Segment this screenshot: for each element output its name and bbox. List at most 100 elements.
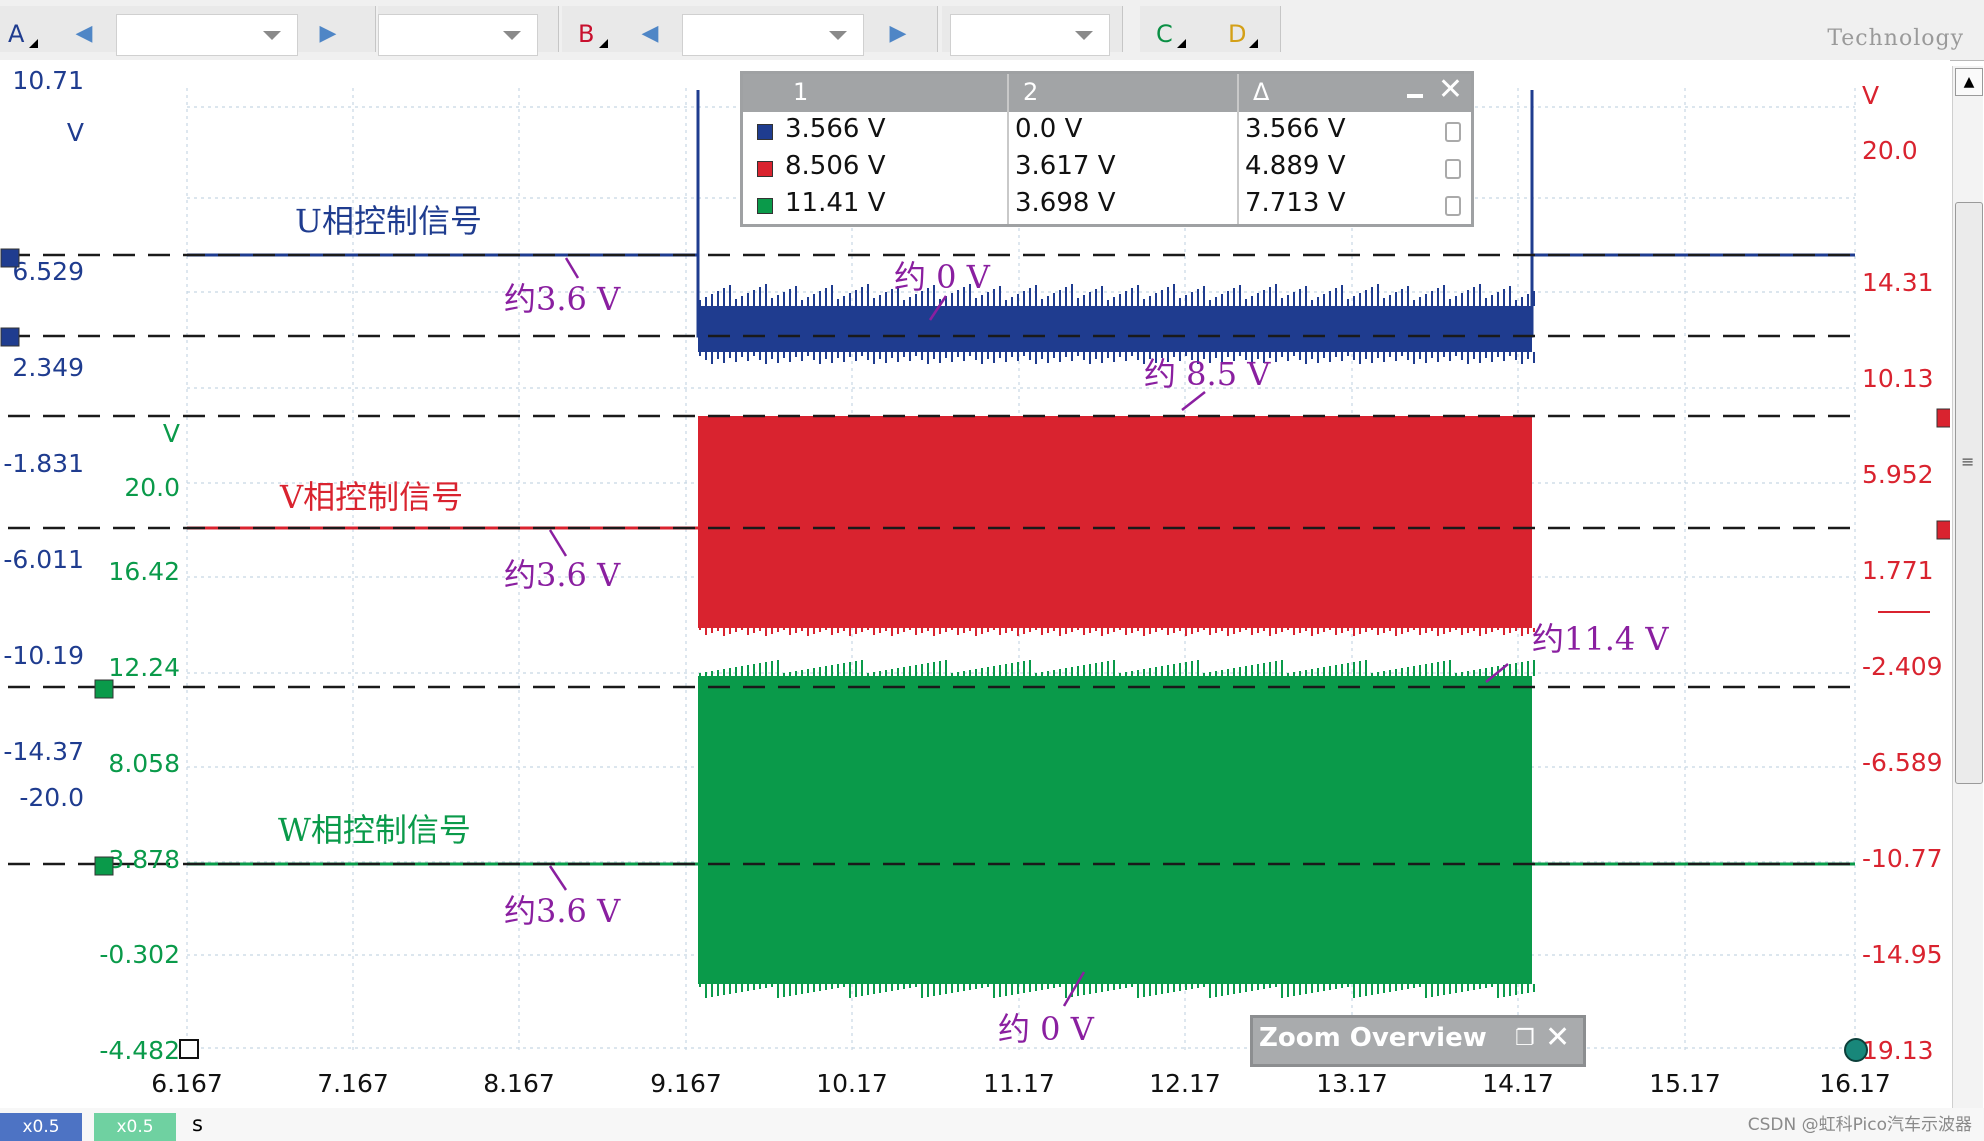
w-high-annotation: 约11.4 V: [1532, 620, 1669, 658]
channel-a-coupling-dropdown[interactable]: [378, 14, 538, 56]
meas-cell-delta: 4.889 V: [1245, 151, 1346, 181]
right-axis-tick: -10.77: [1862, 844, 1943, 873]
u-active-annotation: 约 0 V: [894, 258, 991, 296]
left-axis-tick: 10.71: [12, 66, 84, 95]
channel-b-coupling-group: [942, 6, 1123, 56]
time-axis-tick: 15.17: [1649, 1069, 1721, 1098]
lock-icon[interactable]: [1445, 196, 1461, 216]
v-idle-annotation: 约3.6 V: [504, 556, 621, 594]
left-axis-tick: -10.19: [3, 641, 84, 670]
scope-plot[interactable]: 10.71 6.529 2.349 -1.831 -6.011 -10.19 -14.37 -…: [0, 60, 1950, 1100]
channel-b-range-dropdown[interactable]: [682, 14, 864, 56]
zoom-a-tag[interactable]: x0.5: [0, 1113, 82, 1141]
meas-cell-c1: 11.41 V: [785, 188, 886, 218]
v-phase-pwm-band: [698, 416, 1532, 628]
measurements-table[interactable]: 1 2 Δ ✕ 3.566 V 0.0 V 3.566 V 8.506 V 3.617 …: [740, 71, 1474, 227]
right-axis-tick: 10.13: [1862, 364, 1934, 393]
annotation-pointer: [548, 529, 568, 557]
right-axis-tick: -6.589: [1862, 748, 1943, 777]
w-ref-marker: [94, 856, 114, 876]
scroll-thumb[interactable]: [1955, 202, 1983, 784]
u-offset-marker: [0, 248, 20, 268]
v-ref-marker: [1936, 520, 1950, 540]
measurements-header: 1 2 Δ ✕: [743, 72, 1471, 112]
meas-col-1: 1: [793, 78, 809, 106]
right-axis-tick: -2.409: [1862, 652, 1943, 681]
left-green-tick: 3.878: [108, 845, 180, 874]
annotation-pointer: [548, 865, 568, 891]
time-axis-tick: 11.17: [983, 1069, 1055, 1098]
channel-b-next-icon[interactable]: ▶: [889, 21, 907, 46]
zoom-overview-title: Zoom Overview: [1259, 1023, 1487, 1053]
right-axis-tick: 14.31: [1862, 268, 1934, 297]
annotation-pointer: [1181, 391, 1206, 411]
meas-divider: [1237, 74, 1239, 224]
vertical-scrollbar[interactable]: ▲ ≡: [1952, 66, 1983, 1122]
lock-icon[interactable]: [1445, 122, 1461, 142]
toolbar: A ◀ ▶ B ◀ ▶ C D Technology: [0, 0, 1984, 61]
left-green-tick: 8.058: [108, 749, 180, 778]
time-axis-tick: 13.17: [1316, 1069, 1388, 1098]
status-bar: [0, 1108, 1984, 1141]
left-green-tick: 20.0: [124, 473, 180, 502]
channel-b-button[interactable]: B: [570, 14, 614, 54]
channel-a-range-dropdown[interactable]: [116, 14, 298, 56]
v-phase-label: V相控制信号: [279, 478, 463, 516]
annotation-pointer: [928, 295, 948, 321]
time-axis-tick: 7.167: [317, 1069, 389, 1098]
time-unit-label: s: [192, 1112, 203, 1136]
time-axis-tick: 10.17: [816, 1069, 888, 1098]
close-icon[interactable]: ✕: [1545, 1020, 1571, 1055]
channel-b-coupling-dropdown[interactable]: [950, 14, 1110, 56]
left-green-tick: 12.24: [108, 653, 180, 682]
channel-c-button[interactable]: C: [1148, 14, 1192, 54]
w-idle-annotation: 约3.6 V: [504, 892, 621, 930]
meas-divider: [1007, 74, 1009, 224]
left-axis-unit: V: [67, 118, 84, 147]
meas-cell-c2: 3.698 V: [1015, 188, 1116, 218]
left-green-tick: -4.482: [99, 1036, 180, 1065]
annotation-pointer: [1485, 663, 1509, 683]
zoom-b-tag[interactable]: x0.5: [94, 1113, 176, 1141]
u-phase-noise-band: [698, 306, 1532, 352]
channel-b-group: B ◀ ▶: [562, 6, 938, 56]
series-color-swatch: [757, 161, 773, 177]
w-phase-pwm-band: [698, 676, 1532, 984]
channel-d-button[interactable]: D: [1220, 14, 1264, 54]
channel-a-next-icon[interactable]: ▶: [319, 21, 337, 46]
u-idle-annotation: 约3.6 V: [504, 280, 621, 318]
minimize-icon[interactable]: [1407, 94, 1423, 98]
u-ref-marker: [0, 327, 20, 347]
left-green-tick: 16.42: [108, 557, 180, 586]
left-axis-tick: -14.37: [3, 737, 84, 766]
meas-col-2: 2: [1023, 78, 1039, 106]
right-axis-tick: 20.0: [1862, 136, 1918, 165]
meas-cell-delta: 7.713 V: [1245, 188, 1346, 218]
meas-cell-c1: 3.566 V: [785, 114, 886, 144]
right-axis-unit: V: [1862, 81, 1879, 110]
channel-b-prev-icon[interactable]: ◀: [641, 21, 659, 46]
left-axis-tick: -6.011: [3, 545, 84, 574]
lock-icon[interactable]: [1445, 159, 1461, 179]
right-axis-tick: 5.952: [1862, 460, 1934, 489]
meas-col-delta: Δ: [1253, 78, 1270, 106]
annotation-pointer: [564, 257, 580, 279]
channel-a-button[interactable]: A: [0, 14, 44, 54]
scroll-up-icon[interactable]: ▲: [1955, 68, 1983, 96]
zoom-overview-panel[interactable]: Zoom Overview ❐ ✕: [1250, 1015, 1586, 1067]
channel-a-group: A ◀ ▶: [0, 6, 376, 56]
restore-icon[interactable]: ❐: [1515, 1026, 1535, 1051]
v-offset-marker: [1936, 408, 1950, 428]
right-axis-tick: -14.95: [1862, 940, 1943, 969]
close-icon[interactable]: ✕: [1437, 72, 1463, 107]
grip-icon: ≡: [1961, 452, 1975, 471]
meas-cell-c2: 0.0 V: [1015, 114, 1083, 144]
time-axis-tick: 14.17: [1482, 1069, 1554, 1098]
series-color-swatch: [757, 124, 773, 140]
left-axis-tick: 2.349: [12, 353, 84, 382]
meas-cell-c1: 8.506 V: [785, 151, 886, 181]
watermark: CSDN @虹科Pico汽车示波器: [1747, 1115, 1972, 1135]
annotation-pointer: [1062, 971, 1086, 1007]
time-axis-tick: 12.17: [1149, 1069, 1221, 1098]
channel-a-prev-icon[interactable]: ◀: [75, 21, 93, 46]
